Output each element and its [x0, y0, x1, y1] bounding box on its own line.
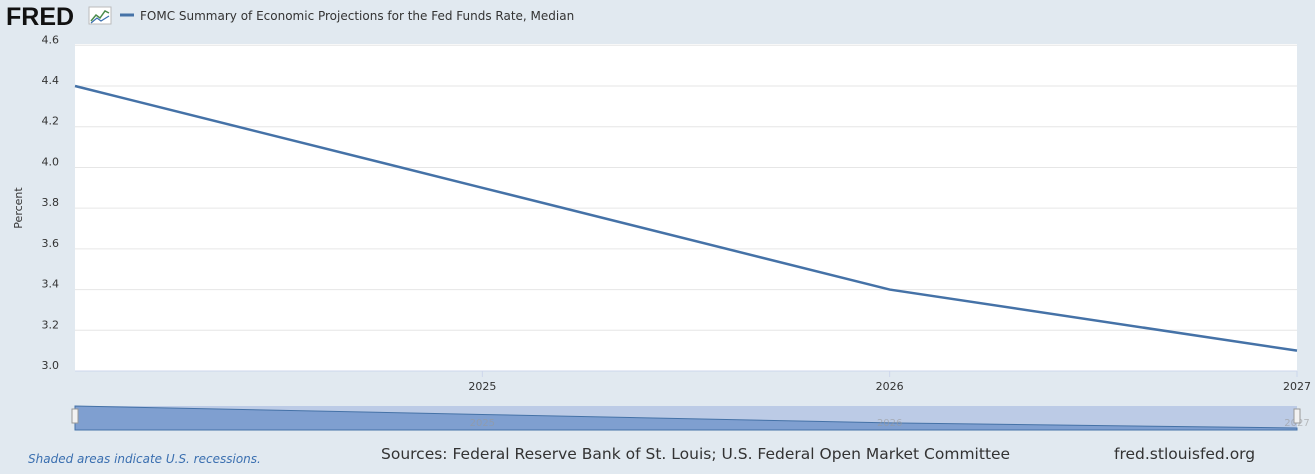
y-tick-label: 3.2: [42, 318, 60, 331]
logo: FRED: [6, 3, 74, 31]
navigator-label: 2025: [470, 418, 495, 429]
y-tick-label: 4.2: [42, 115, 60, 128]
source: Sources: Federal Reserve Bank of St. Lou…: [381, 445, 1010, 463]
y-tick-label: 3.0: [42, 359, 60, 372]
y-tick-label: 3.6: [42, 237, 60, 250]
y-tick-label: 3.8: [42, 196, 60, 209]
y-tick-label: 4.0: [42, 155, 60, 168]
site-url: fred.stlouisfed.org: [1114, 445, 1255, 463]
logo-icon: [88, 6, 112, 25]
y-axis-label: Percent: [12, 187, 25, 229]
navigator-handle: [1293, 408, 1301, 424]
navigator-area: [74, 405, 1298, 431]
navigator-handle: [71, 408, 79, 424]
x-tick-label: 2027: [1283, 380, 1311, 393]
y-tick-label: 3.4: [42, 278, 60, 291]
series-line: [74, 84, 1298, 352]
recession-note: Shaded areas indicate U.S. recessions.: [28, 452, 261, 466]
x-tick-label: 2025: [468, 380, 496, 393]
legend-label: FOMC Summary of Economic Projections for…: [140, 9, 574, 23]
y-tick-label: 4.4: [42, 74, 60, 87]
x-tick-label: 2026: [876, 380, 904, 393]
navigator-label: 2026: [877, 418, 902, 429]
plot-area: [75, 44, 1297, 371]
y-tick-label: 4.6: [42, 33, 60, 46]
